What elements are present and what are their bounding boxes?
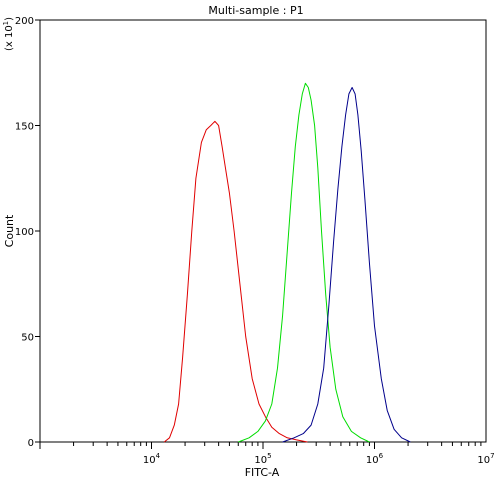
x-tick-label: 105 — [254, 452, 271, 466]
y-ticks: 0 50 100 150 200 — [15, 16, 40, 449]
y-multiplier-close: ) — [4, 17, 15, 21]
y-tick-label: 200 — [15, 16, 34, 27]
y-multiplier: (x 101) — [2, 17, 15, 51]
svg-text:(x 101): (x 101) — [2, 17, 15, 51]
y-tick-label: 50 — [21, 333, 34, 344]
x-tick-label: 106 — [366, 452, 384, 466]
histogram-series-3 — [282, 87, 411, 443]
chart-title: Multi-sample : P1 — [208, 4, 303, 17]
y-tick-label: 150 — [15, 122, 34, 133]
x-axis-label: FITC-A — [245, 466, 280, 479]
x-tick-label: 104 — [143, 452, 161, 466]
series-layer — [163, 82, 411, 443]
plot-frame — [39, 19, 487, 443]
histogram-series-1 — [163, 120, 308, 443]
y-multiplier-text: (x 10 — [4, 25, 15, 51]
x-ticks: 104 105 106 107 — [39, 442, 494, 466]
y-axis-label: Count — [3, 214, 16, 247]
y-multiplier-exp: 1 — [2, 21, 10, 25]
x-tick-label: 107 — [477, 452, 494, 466]
y-tick-label: 100 — [15, 227, 34, 238]
y-tick-label: 0 — [28, 438, 34, 449]
histogram-series-2 — [238, 82, 370, 443]
